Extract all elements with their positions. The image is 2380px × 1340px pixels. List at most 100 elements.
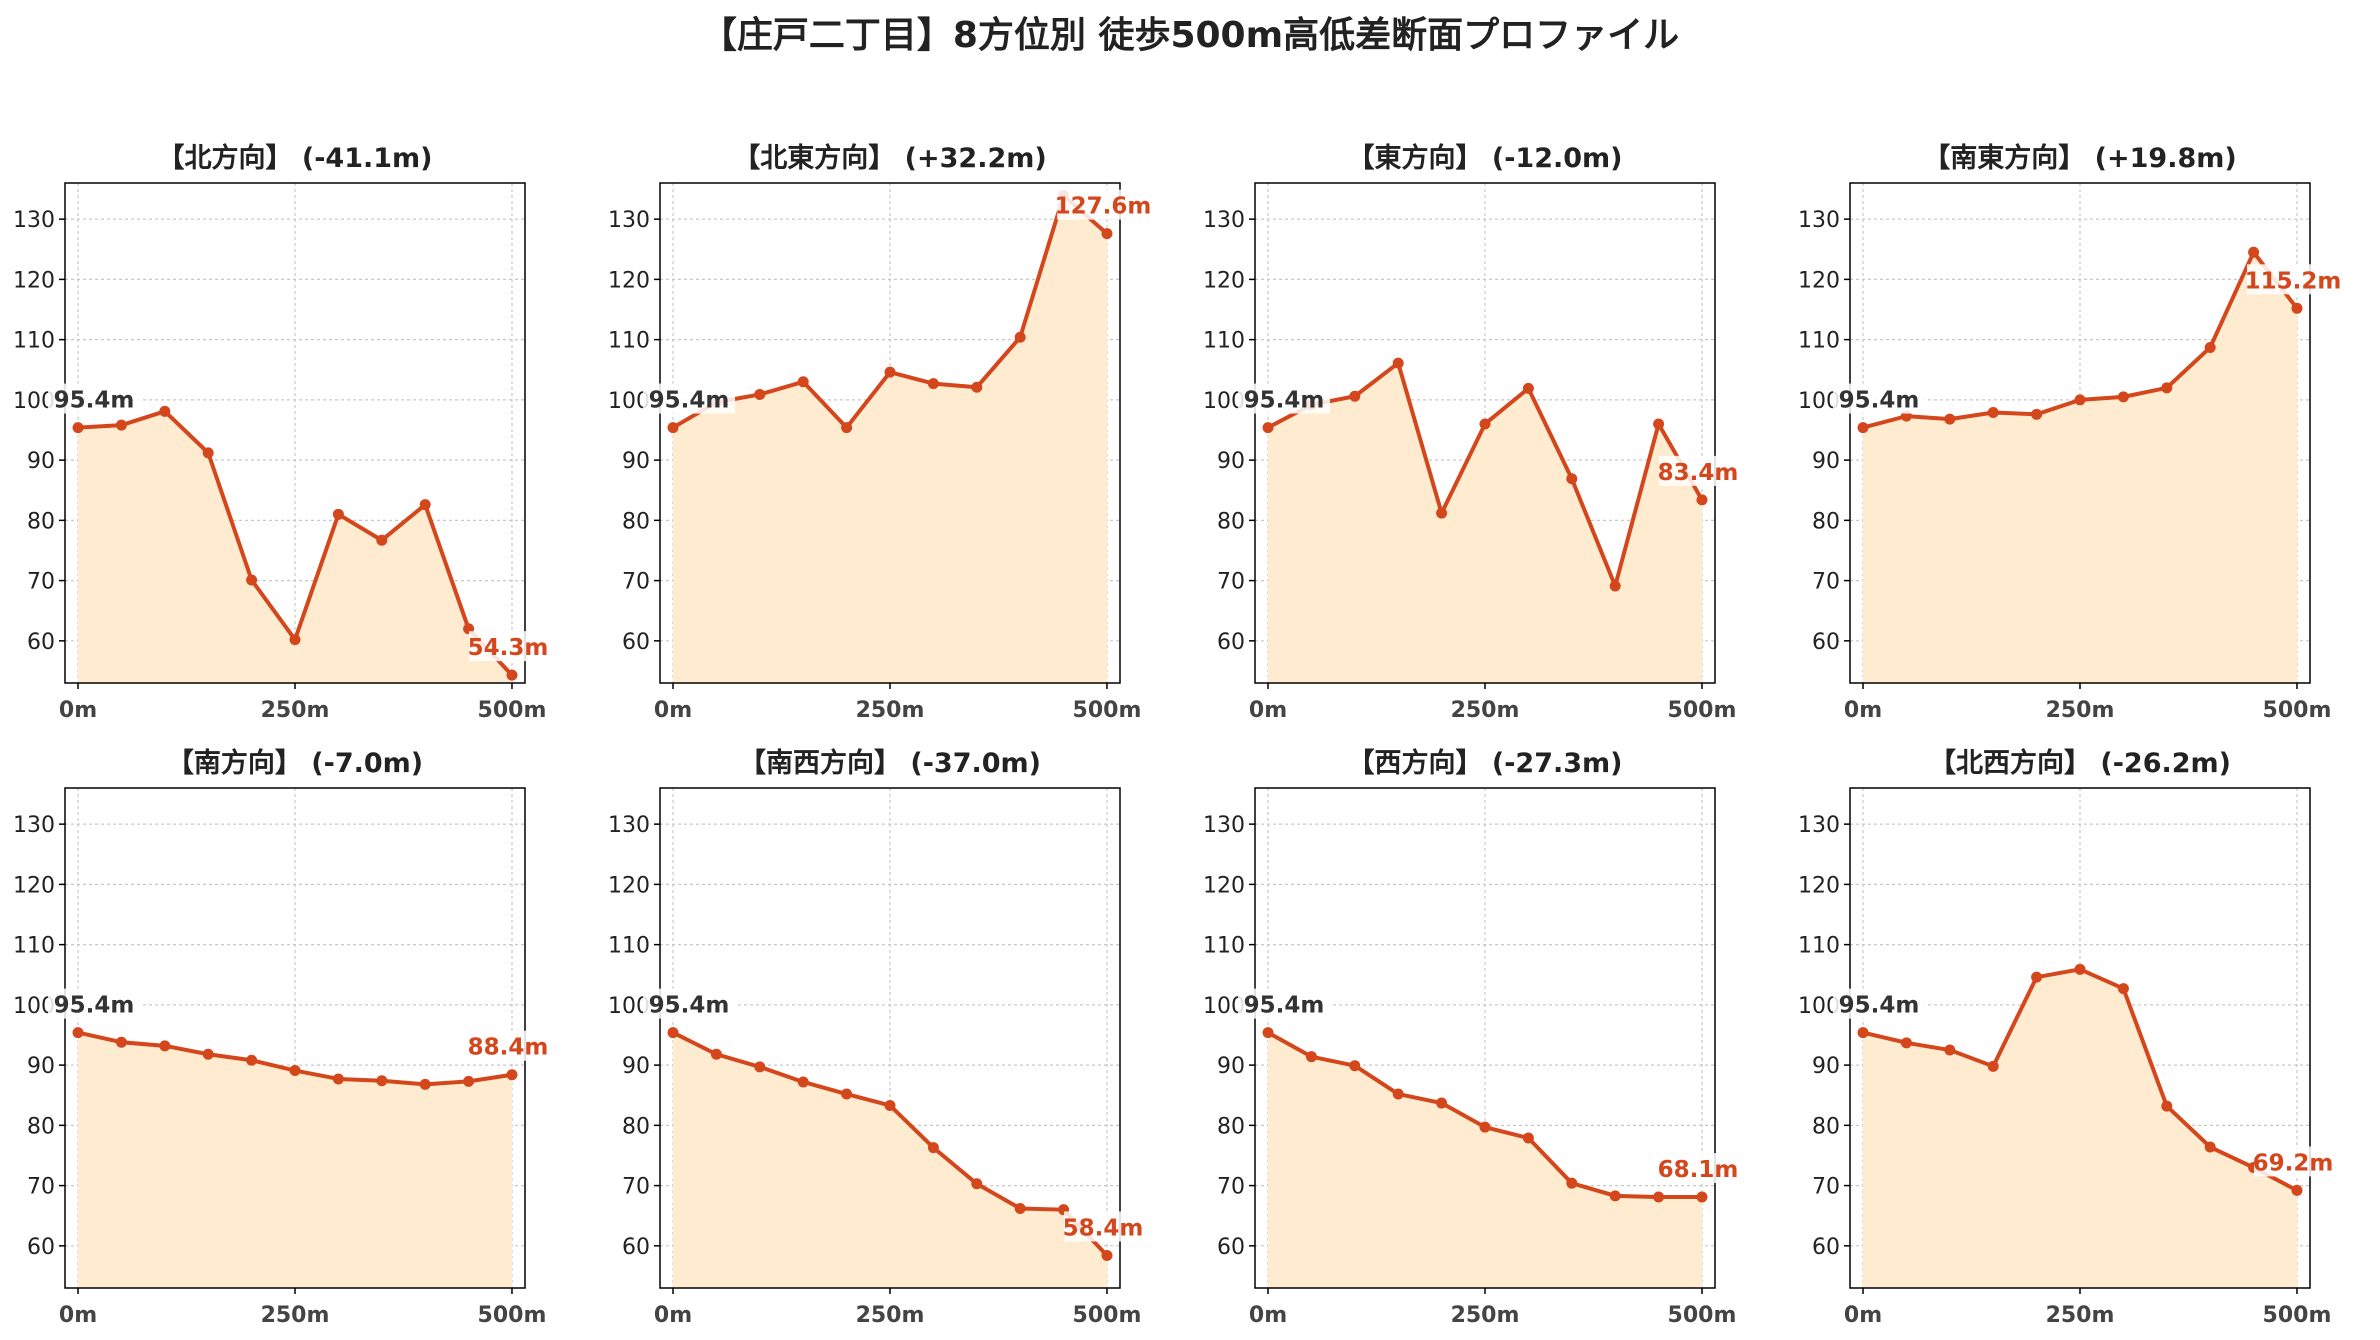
x-tick-label: 0m xyxy=(654,698,692,723)
end-label: 127.6m xyxy=(1055,194,1152,220)
elevation-area xyxy=(1268,1032,1702,1288)
elevation-point xyxy=(1522,1132,1534,1144)
elevation-point xyxy=(971,1178,983,1190)
elevation-point xyxy=(2161,382,2173,394)
y-tick-label: 90 xyxy=(1812,449,1840,474)
y-tick-label: 130 xyxy=(13,813,55,838)
elevation-point xyxy=(72,1027,84,1039)
elevation-point xyxy=(667,1027,679,1039)
y-tick-label: 110 xyxy=(13,329,55,354)
elevation-point xyxy=(2204,1141,2216,1153)
elevation-point xyxy=(376,534,388,546)
elevation-point xyxy=(1014,331,1026,343)
y-tick-label: 120 xyxy=(1798,873,1840,898)
y-tick-label: 100 xyxy=(608,389,650,414)
y-tick-label: 100 xyxy=(13,994,55,1019)
y-tick-label: 80 xyxy=(1217,509,1245,534)
x-tick-label: 250m xyxy=(856,698,925,723)
elevation-point xyxy=(1653,418,1665,430)
start-label: 95.4m xyxy=(1839,993,1920,1019)
elevation-point xyxy=(710,1048,722,1060)
x-tick-label: 0m xyxy=(1249,698,1287,723)
y-tick-label: 100 xyxy=(1798,389,1840,414)
start-label: 95.4m xyxy=(649,993,730,1019)
elevation-point xyxy=(506,669,518,681)
elevation-point xyxy=(2204,341,2216,353)
elevation-point xyxy=(1696,494,1708,506)
end-label: 115.2m xyxy=(2245,268,2342,294)
y-tick-label: 120 xyxy=(608,873,650,898)
chart-panel: 【北東方向】 (+32.2m) 60 70 80 90 100 110 120 130 0m 250… xyxy=(608,142,1151,723)
elevation-point xyxy=(2031,408,2043,420)
y-tick-label: 80 xyxy=(27,509,55,534)
x-tick-label: 500m xyxy=(478,698,547,723)
elevation-point xyxy=(1987,407,1999,419)
elevation-point xyxy=(332,508,344,520)
elevation-point xyxy=(884,1099,896,1111)
start-label: 95.4m xyxy=(1244,388,1325,414)
y-tick-label: 90 xyxy=(27,1054,55,1079)
elevation-point xyxy=(971,381,983,393)
y-tick-label: 60 xyxy=(622,1235,650,1260)
elevation-point xyxy=(927,378,939,390)
y-tick-label: 110 xyxy=(608,329,650,354)
x-tick-label: 250m xyxy=(1451,1303,1520,1328)
panel-title: 【北東方向】 (+32.2m) xyxy=(733,142,1046,174)
y-tick-label: 130 xyxy=(1798,208,1840,233)
x-tick-label: 250m xyxy=(2046,698,2115,723)
y-tick-label: 60 xyxy=(1812,630,1840,655)
y-tick-label: 120 xyxy=(1203,873,1245,898)
y-tick-label: 120 xyxy=(1203,268,1245,293)
panel-title: 【西方向】 (-27.3m) xyxy=(1347,747,1622,779)
y-tick-label: 70 xyxy=(622,1175,650,1200)
elevation-point xyxy=(1349,1060,1361,1072)
y-tick-label: 100 xyxy=(1203,994,1245,1019)
elevation-point xyxy=(1566,1177,1578,1189)
y-tick-label: 70 xyxy=(1217,1175,1245,1200)
elevation-point xyxy=(1101,228,1113,240)
elevation-point xyxy=(2074,394,2086,406)
elevation-point xyxy=(1262,1027,1274,1039)
start-label: 95.4m xyxy=(649,388,730,414)
panel-title: 【東方向】 (-12.0m) xyxy=(1347,142,1622,174)
elevation-area xyxy=(673,195,1107,683)
elevation-point xyxy=(159,1040,171,1052)
y-tick-label: 90 xyxy=(1217,1054,1245,1079)
y-tick-label: 130 xyxy=(1203,813,1245,838)
y-tick-label: 100 xyxy=(13,389,55,414)
elevation-point xyxy=(332,1073,344,1085)
y-tick-label: 110 xyxy=(1798,329,1840,354)
elevation-point xyxy=(2248,246,2260,258)
end-label: 68.1m xyxy=(1658,1157,1739,1183)
y-tick-label: 70 xyxy=(27,1175,55,1200)
x-tick-label: 500m xyxy=(1668,698,1737,723)
y-tick-label: 110 xyxy=(13,934,55,959)
start-label-box xyxy=(643,988,736,1019)
y-tick-label: 80 xyxy=(1217,1114,1245,1139)
x-tick-label: 0m xyxy=(1249,1303,1287,1328)
elevation-area xyxy=(673,1032,1107,1288)
elevation-point xyxy=(1987,1060,1999,1072)
elevation-area xyxy=(1268,363,1702,683)
y-tick-label: 80 xyxy=(622,509,650,534)
y-tick-label: 110 xyxy=(1203,329,1245,354)
y-tick-label: 80 xyxy=(27,1114,55,1139)
start-label-box xyxy=(1238,988,1331,1019)
elevation-point xyxy=(202,447,214,459)
start-label-box xyxy=(48,988,141,1019)
panel-title: 【南西方向】 (-37.0m) xyxy=(739,747,1041,779)
elevation-point xyxy=(1944,1044,1956,1056)
elevation-point xyxy=(289,634,301,646)
end-label: 88.4m xyxy=(468,1035,549,1061)
end-label-box xyxy=(1658,1153,1737,1184)
y-tick-label: 60 xyxy=(27,630,55,655)
elevation-point xyxy=(797,1076,809,1088)
elevation-point xyxy=(2291,302,2303,314)
x-tick-label: 250m xyxy=(261,1303,330,1328)
elevation-point xyxy=(72,422,84,434)
y-tick-label: 70 xyxy=(27,570,55,595)
y-tick-label: 90 xyxy=(622,449,650,474)
end-label: 54.3m xyxy=(468,635,549,661)
end-label-box xyxy=(2253,1146,2332,1177)
y-tick-label: 90 xyxy=(1217,449,1245,474)
